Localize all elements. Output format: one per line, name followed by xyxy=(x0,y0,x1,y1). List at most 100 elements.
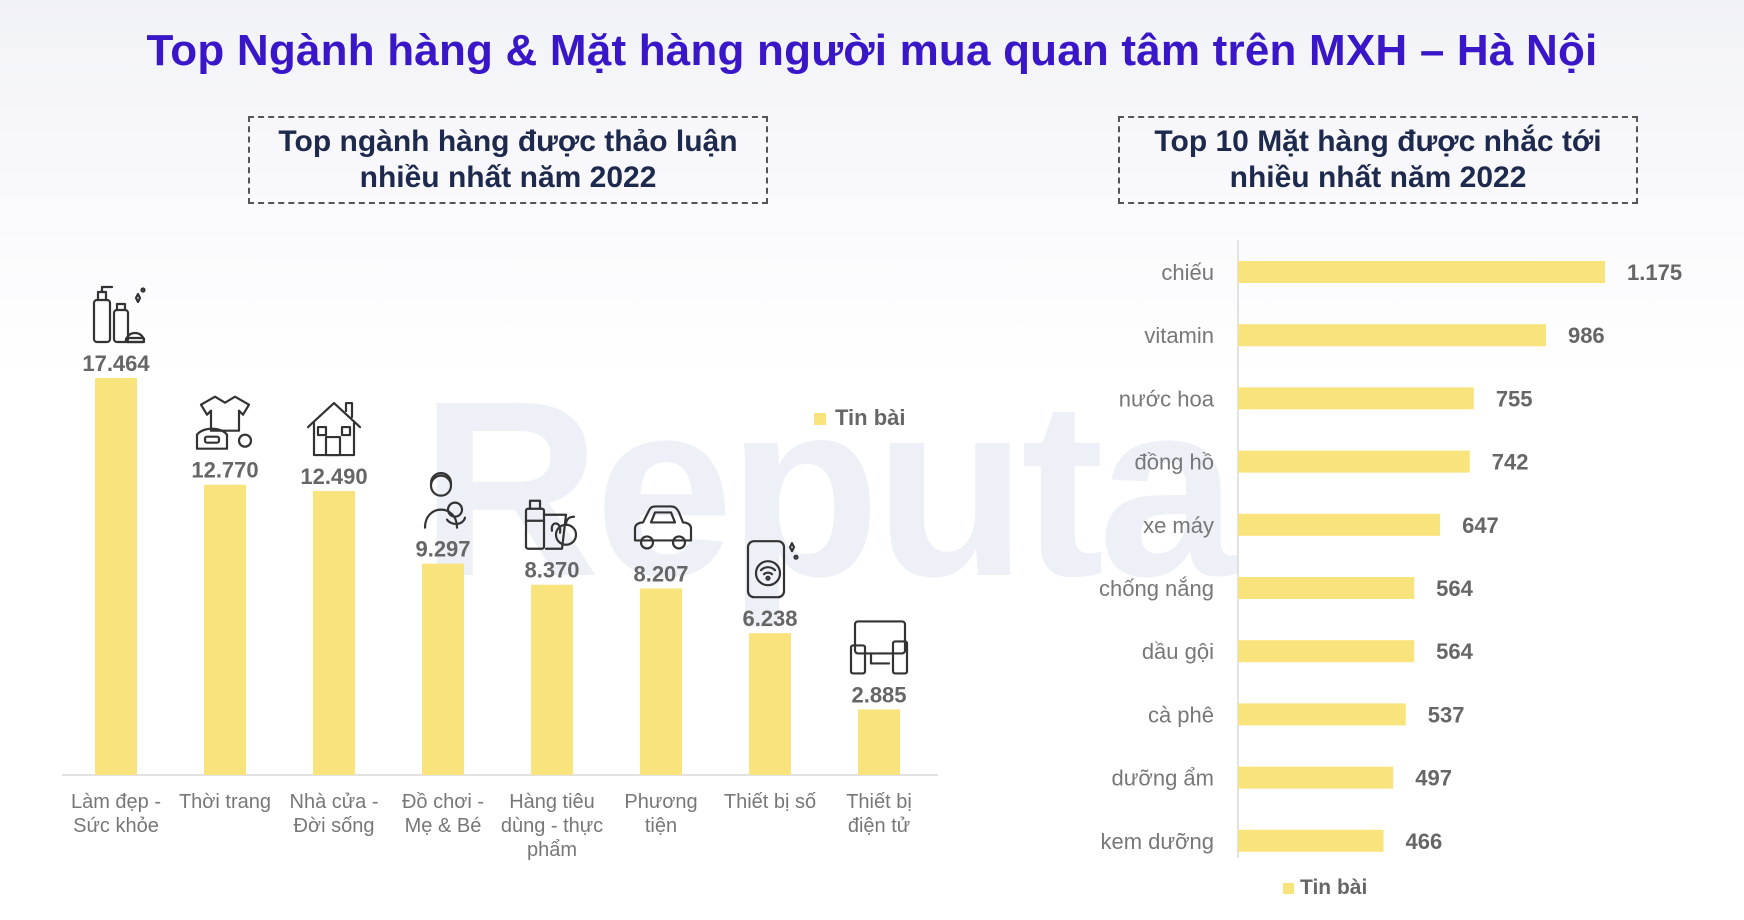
category-label-7-1: điện tử xyxy=(848,815,910,837)
category-label-2-0: Nhà cửa - xyxy=(290,791,379,813)
bar-2 xyxy=(313,491,355,775)
hbar-category-label-9: kem dưỡng xyxy=(1100,829,1214,854)
bar-value-label-2: 12.490 xyxy=(300,464,367,489)
hbar-category-label-4: xe máy xyxy=(1143,513,1214,538)
hbar-value-label-4: 647 xyxy=(1462,513,1499,538)
hbar-4 xyxy=(1238,513,1441,536)
bar-5 xyxy=(640,588,682,775)
hbar-value-label-8: 497 xyxy=(1415,766,1452,791)
clothing-icon xyxy=(195,395,253,450)
hbar-category-label-0: chiếu xyxy=(1161,260,1214,285)
category-label-6-0: Thiết bị số xyxy=(724,791,816,813)
groceries-icon xyxy=(524,499,578,550)
groceries-icon-part xyxy=(524,507,546,550)
car-icon-part xyxy=(649,511,677,524)
clothing-icon-part xyxy=(195,427,229,450)
smartphone-icon-part xyxy=(762,571,774,576)
groceries-icon-part xyxy=(542,513,568,550)
category-label-3-1: Mẹ & Bé xyxy=(405,815,482,837)
mother-baby-icon-part xyxy=(423,508,459,529)
house-icon xyxy=(306,401,362,457)
category-label-1-0: Thời trang xyxy=(179,791,271,813)
category-label-4-2: phẩm xyxy=(527,839,577,861)
house-icon-part xyxy=(344,401,354,419)
hbar-value-label-1: 986 xyxy=(1568,323,1605,348)
mother-baby-icon xyxy=(423,472,467,529)
category-label-4-1: dùng - thực xyxy=(501,815,603,837)
cosmetics-icon-part xyxy=(115,302,127,312)
smartphone-icon xyxy=(746,540,799,599)
smartphone-icon-part xyxy=(754,560,782,587)
cosmetics-icon xyxy=(92,285,146,344)
hbar-value-label-0: 1.175 xyxy=(1627,260,1682,285)
right-chart-title-line1: Top 10 Mặt hàng được nhắc tới xyxy=(1154,125,1602,158)
page-title: Top Ngành hàng & Mặt hàng người mua quan… xyxy=(146,26,1598,75)
category-label-4-0: Hàng tiêu xyxy=(509,791,595,813)
mother-baby-icon-part xyxy=(429,474,453,497)
bar-value-label-3: 9.297 xyxy=(415,537,470,562)
bar-3 xyxy=(422,563,464,775)
category-label-0-1: Sức khỏe xyxy=(73,815,159,837)
bar-value-label-0: 17.464 xyxy=(82,351,150,376)
bar-6 xyxy=(749,633,791,775)
electronics-icon-part xyxy=(853,620,907,655)
hbar-2 xyxy=(1238,387,1474,410)
right-legend-swatch xyxy=(1283,883,1294,894)
cosmetics-icon-part xyxy=(124,336,146,344)
bar-value-label-4: 8.370 xyxy=(524,558,579,583)
right-legend-label: Tin bài xyxy=(1300,876,1367,899)
car-icon xyxy=(633,505,693,550)
cosmetics-icon-part xyxy=(134,292,142,304)
hbar-value-label-3: 742 xyxy=(1492,450,1529,475)
groceries-icon-part xyxy=(550,522,562,534)
category-label-3-0: Đồ chơi - xyxy=(402,791,484,813)
hbar-category-label-3: đồng hồ xyxy=(1134,450,1214,475)
left-legend-label: Tin bài xyxy=(835,405,906,430)
hbar-category-label-2: nước hoa xyxy=(1119,386,1215,411)
bar-value-label-7: 2.885 xyxy=(851,682,906,707)
house-icon-part xyxy=(340,425,352,437)
house-icon-part xyxy=(306,401,362,429)
smartphone-icon-part xyxy=(765,575,771,581)
mother-baby-icon-part xyxy=(429,472,453,485)
car-icon-part xyxy=(671,535,687,550)
bar-7 xyxy=(858,709,900,775)
house-icon-part xyxy=(324,435,342,457)
hbar-0 xyxy=(1238,261,1605,283)
left-legend-swatch xyxy=(814,413,826,425)
hbar-6 xyxy=(1238,640,1415,663)
hbar-category-label-5: chống nắng xyxy=(1099,576,1214,601)
hbar-value-label-9: 466 xyxy=(1406,829,1443,854)
hbar-value-label-6: 564 xyxy=(1436,639,1473,664)
groceries-icon-part xyxy=(564,515,576,526)
hbar-value-label-2: 755 xyxy=(1496,386,1533,411)
hbar-value-label-5: 564 xyxy=(1436,576,1473,601)
clothing-icon-part xyxy=(203,435,221,444)
cosmetics-icon-part xyxy=(140,287,146,293)
hbar-category-label-8: dưỡng ẩm xyxy=(1111,766,1214,791)
smartphone-icon-part xyxy=(793,554,799,560)
cosmetics-icon-part xyxy=(100,285,114,294)
category-label-5-1: tiện xyxy=(645,815,677,837)
cosmetics-icon-part xyxy=(92,298,112,344)
category-label-2-1: Đời sống xyxy=(294,815,375,837)
bar-1 xyxy=(204,484,246,775)
car-icon-part xyxy=(639,535,655,550)
bar-value-label-1: 12.770 xyxy=(191,458,258,483)
hbar-category-label-6: dầu gội xyxy=(1142,639,1214,664)
category-label-5-0: Phương xyxy=(624,791,697,813)
smartphone-icon-part xyxy=(746,540,786,599)
cosmetics-icon-part xyxy=(112,308,130,344)
hbar-5 xyxy=(1238,577,1415,599)
electronics-icon-part xyxy=(849,644,867,675)
mother-baby-icon-part xyxy=(445,516,467,526)
right-chart-title-box: Top 10 Mặt hàng được nhắc tới nhiều nhất… xyxy=(1118,116,1638,204)
bar-value-label-5: 8.207 xyxy=(633,561,688,586)
right-chart-title-line2: nhiều nhất năm 2022 xyxy=(1229,161,1527,194)
hbar-category-label-7: cà phê xyxy=(1148,702,1214,727)
category-label-7-0: Thiết bị xyxy=(846,791,912,813)
groceries-icon-part xyxy=(528,499,542,510)
left-chart-title-line2: nhiều nhất năm 2022 xyxy=(359,161,657,194)
house-icon-part xyxy=(316,425,328,437)
